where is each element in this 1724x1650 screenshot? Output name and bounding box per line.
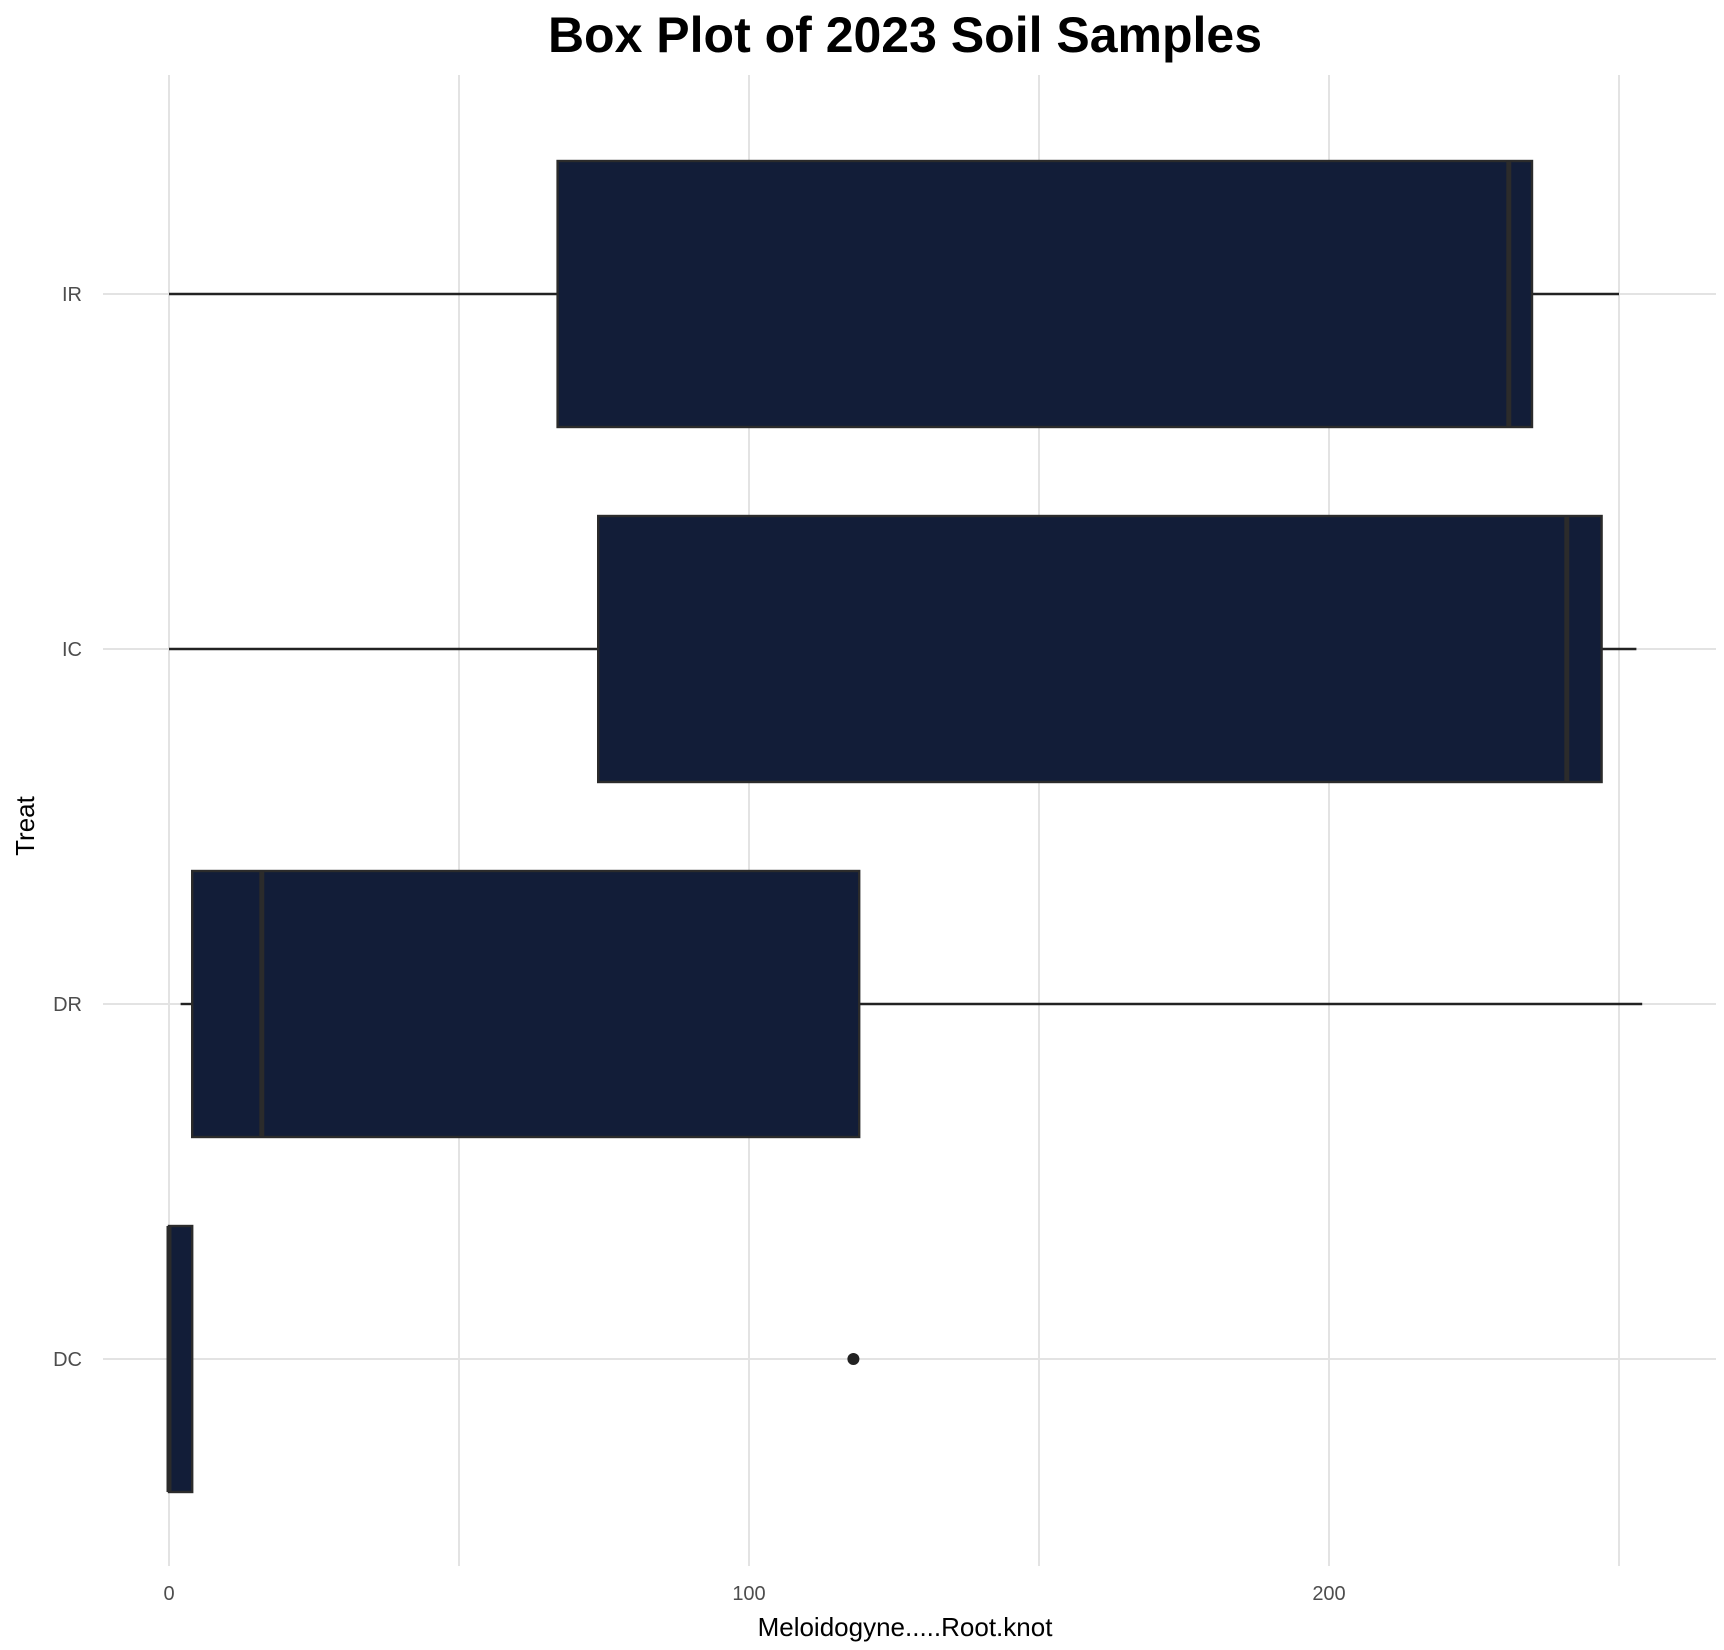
y-tick-label-ir: IR (62, 284, 82, 306)
y-tick-label-dc: DC (53, 1349, 82, 1371)
y-axis-title: Treat (10, 795, 40, 855)
box-body (167, 1224, 194, 1494)
box-dr (180, 869, 1643, 1139)
tick-label-layer: 0 100 200 IR IC DR DC (53, 284, 1346, 1605)
box-body (190, 869, 861, 1139)
box-layer (166, 159, 1643, 1494)
box-body (556, 159, 1534, 429)
box-ic (169, 514, 1637, 784)
y-tick-label-dr: DR (53, 994, 82, 1016)
outlier-point (847, 1353, 860, 1365)
box-ir (169, 159, 1619, 429)
chart-title: Box Plot of 2023 Soil Samples (548, 7, 1262, 63)
x-tick-label: 0 (163, 1583, 174, 1605)
x-axis-title: Meloidogyne.....Root.knot (758, 1612, 1054, 1642)
x-tick-label: 100 (732, 1583, 765, 1605)
box-dc (166, 1224, 860, 1494)
box-body (597, 514, 1603, 784)
x-tick-label: 200 (1312, 1583, 1345, 1605)
y-tick-label-ic: IC (62, 639, 82, 661)
